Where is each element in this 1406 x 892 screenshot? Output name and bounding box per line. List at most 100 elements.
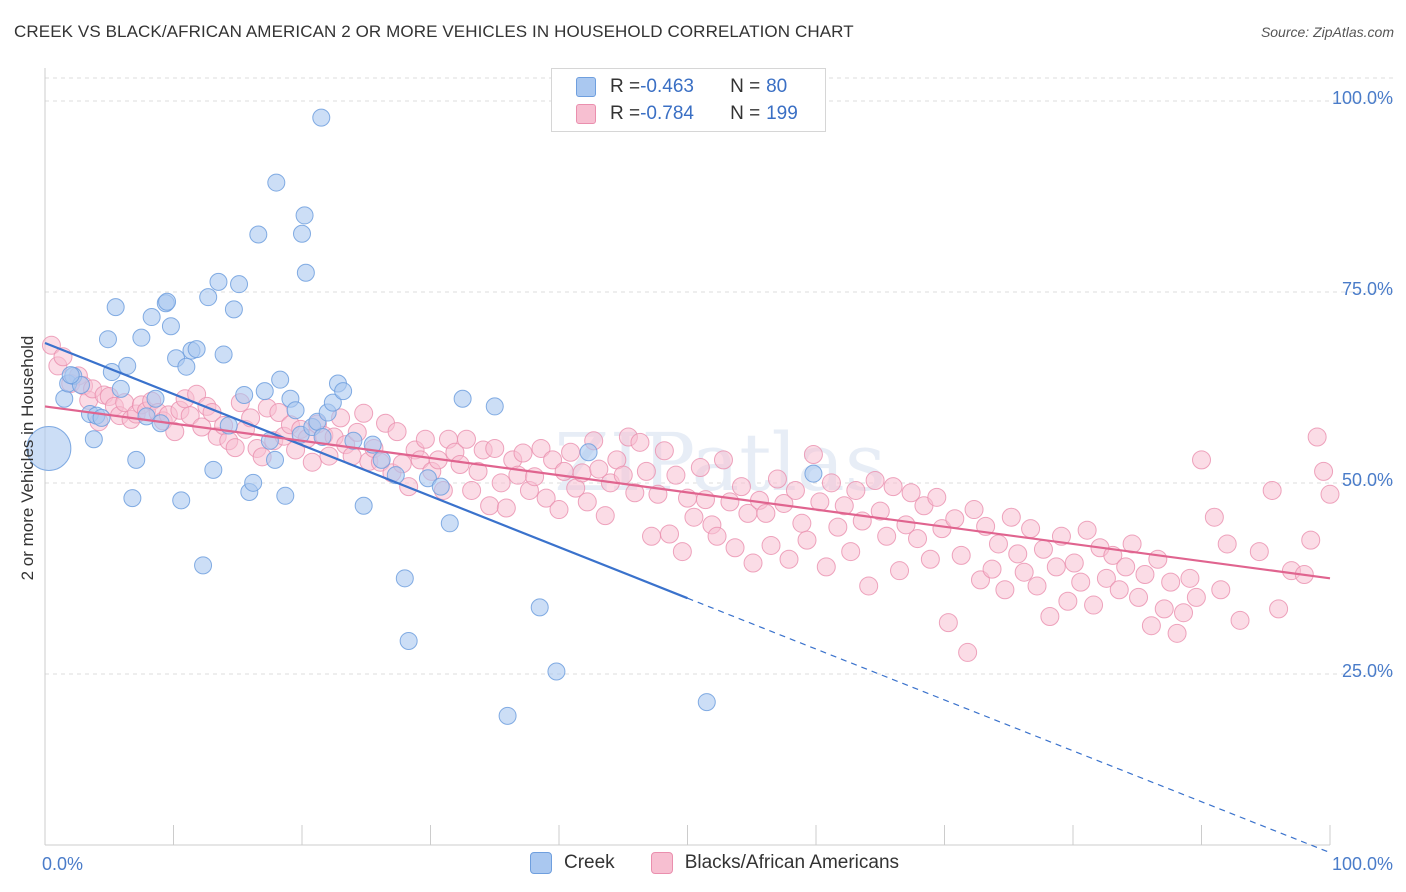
creek-point — [244, 473, 263, 492]
black-point — [589, 459, 609, 479]
creek-point — [106, 298, 125, 317]
black-point — [865, 471, 885, 491]
creek-point — [293, 224, 311, 243]
black-point — [1109, 580, 1129, 600]
creek-point — [296, 263, 315, 282]
creek-point — [98, 330, 117, 349]
tick-labels: 25.0% 50.0% 75.0% 100.0% 0.0% 100.0% — [42, 88, 1393, 874]
black-point — [450, 454, 470, 474]
black-point — [821, 473, 841, 493]
black-point — [1141, 616, 1161, 636]
creek-point — [804, 464, 823, 483]
black-point — [982, 559, 1002, 579]
black-point — [779, 549, 799, 569]
creek-point — [271, 370, 290, 389]
legend-item-creek[interactable]: Creek — [530, 852, 615, 874]
black-point — [690, 458, 710, 478]
black-point — [743, 553, 763, 573]
black-point — [1174, 603, 1194, 623]
creek-point — [276, 486, 295, 505]
black-point — [480, 496, 500, 516]
black-point — [642, 526, 662, 546]
creek-point — [123, 489, 142, 508]
black-point — [707, 526, 727, 546]
black-point — [165, 422, 185, 442]
creek-point — [395, 569, 414, 588]
creek-point — [187, 340, 206, 359]
creek-point — [158, 292, 177, 311]
black-point — [927, 487, 947, 507]
creek-point — [111, 379, 130, 398]
black-point — [995, 580, 1015, 600]
legend-item-black[interactable]: Blacks/African Americans — [650, 852, 900, 874]
black-point — [1084, 595, 1104, 615]
black-point — [1116, 557, 1136, 577]
black-point — [1064, 553, 1084, 573]
chart-source: Source: ZipAtlas.com — [1260, 24, 1394, 40]
creek-point — [579, 443, 598, 462]
creek-point — [146, 389, 165, 408]
black-point — [684, 507, 704, 527]
creek-point — [249, 225, 268, 244]
creek-point — [55, 389, 74, 408]
black-point — [908, 529, 928, 549]
legend-label-black: Blacks/African Americans — [684, 852, 900, 873]
black-point — [720, 492, 740, 512]
creek-point — [498, 706, 517, 725]
creek-point — [485, 397, 504, 416]
black-point — [938, 613, 958, 633]
black-point — [180, 406, 200, 426]
black-point — [1001, 507, 1021, 527]
legend-label-creek: Creek — [564, 852, 615, 873]
legend-n-label: N = — [730, 76, 761, 97]
black-point — [1211, 580, 1231, 600]
black-point — [951, 545, 971, 565]
black-point — [1008, 544, 1028, 564]
black-point — [468, 461, 488, 481]
creek-point — [61, 366, 80, 385]
creek-point — [344, 431, 363, 450]
creek-swatch — [576, 77, 596, 97]
black-point — [462, 480, 482, 500]
black-point — [1071, 572, 1091, 592]
black-point — [958, 642, 978, 662]
creek-point — [199, 288, 218, 307]
legend-n-value: 199 — [766, 103, 798, 124]
legend-n-label: N = — [730, 103, 761, 124]
creek-point — [453, 389, 472, 408]
black-point — [1262, 480, 1282, 500]
black-point — [549, 500, 569, 520]
black-point — [988, 534, 1008, 554]
black-point — [785, 480, 805, 500]
black-point — [792, 513, 812, 533]
black-point — [531, 438, 551, 458]
y-tick-label: 50.0% — [1342, 470, 1393, 490]
black-point — [1077, 520, 1097, 540]
black-point — [761, 535, 781, 555]
black-point — [1230, 610, 1250, 630]
trend-lines — [44, 341, 1331, 854]
creek-point — [224, 300, 243, 319]
black-point — [354, 403, 374, 423]
creek-point — [334, 382, 353, 401]
black-point — [859, 576, 879, 596]
black-point — [846, 480, 866, 500]
black-point — [1192, 450, 1211, 470]
black-swatch — [576, 104, 596, 124]
black-swatch — [650, 852, 673, 874]
creek-point — [547, 662, 566, 681]
creek-point — [142, 308, 161, 327]
black-point — [496, 498, 516, 518]
black-point — [945, 509, 965, 529]
y-tick-label: 25.0% — [1342, 661, 1393, 681]
creek-point — [266, 450, 285, 469]
black-point — [415, 429, 435, 449]
black-point — [1269, 599, 1289, 619]
black-point — [756, 503, 776, 523]
creek-point — [177, 357, 196, 376]
black-point — [834, 496, 854, 516]
black-point — [828, 517, 848, 537]
black-point — [636, 461, 656, 481]
creek-point — [386, 466, 405, 485]
legend-r-label: R = — [610, 103, 641, 124]
